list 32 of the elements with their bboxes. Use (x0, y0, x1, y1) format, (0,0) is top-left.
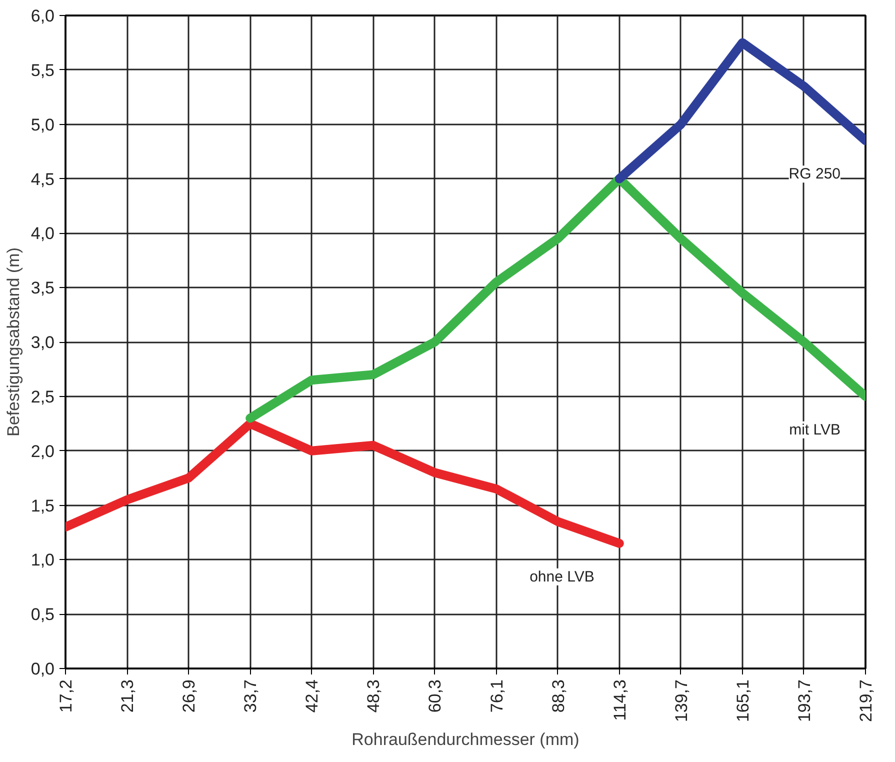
text: mit LVB (789, 421, 841, 438)
y-tick-label: 1,5 (30, 496, 55, 516)
y-tick-label: 3,0 (30, 333, 55, 352)
x-tick-label: 33,7 (241, 679, 260, 713)
y-tick-label: 1,0 (30, 550, 55, 570)
text: RG 250 (788, 166, 841, 183)
x-tick-label: 165,1 (733, 679, 752, 722)
x-tick-label: 193,7 (794, 679, 814, 722)
x-tick-label: 17,2 (56, 679, 76, 713)
x-tick-label: 42,4 (302, 679, 322, 713)
x-tick-label: 48,3 (364, 679, 384, 713)
x-tick-label: 88,3 (548, 679, 568, 713)
x-tick-label: 114,3 (610, 680, 630, 721)
y-tick-label: 3,5 (30, 278, 55, 298)
y-tick-label: 2,0 (30, 442, 55, 461)
y-tick-label: 5,5 (30, 60, 55, 80)
y-axis-title: Befestigungsabstand (m) (4, 247, 23, 436)
y-tick-label: 6,0 (30, 6, 55, 26)
y-tick-label: 4,0 (30, 224, 55, 244)
y-tick-label: 2,5 (30, 387, 55, 406)
y-tick-label: 0,5 (30, 605, 55, 624)
x-tick-label: 60,3 (426, 679, 445, 713)
x-tick-label: 21,3 (118, 679, 138, 713)
y-tick-label: 0,0 (30, 660, 55, 678)
y-tick-label: 5,0 (30, 115, 55, 134)
x-tick-label: 76,1 (487, 679, 506, 713)
text: ohne LVB (530, 568, 594, 586)
x-axis-title: Rohraußendurchmesser (mm) (352, 730, 580, 750)
x-tick-label: 26,9 (180, 679, 199, 713)
x-tick-label: 219,7 (856, 679, 876, 722)
y-tick-label: 4,5 (30, 170, 55, 189)
x-tick-label: 139,7 (672, 679, 691, 722)
